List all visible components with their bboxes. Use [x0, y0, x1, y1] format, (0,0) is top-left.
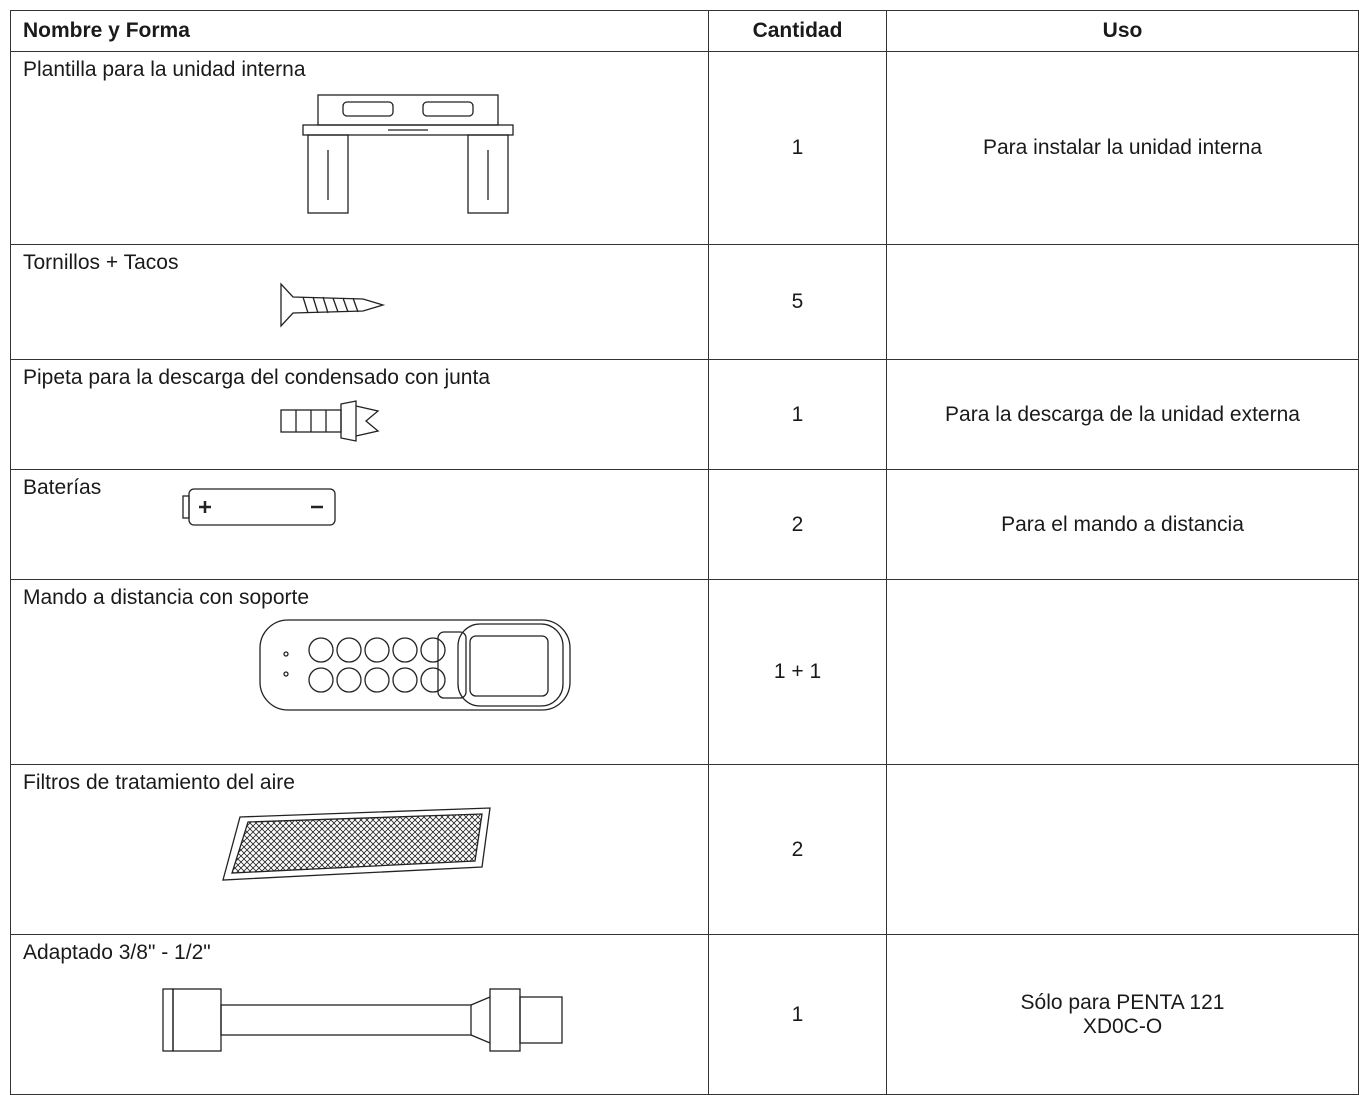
row: Mando a distancia con soporte 1 + 1	[10, 579, 1359, 765]
row: Baterías 2 Para el mando a distancia	[10, 469, 1359, 580]
use-line: Para el mando a distancia	[1001, 512, 1244, 536]
row: Pipeta para la descarga del condensado c…	[10, 359, 1359, 470]
row: Adaptado 3/8" - 1/2" 1 Sólo para PENTA 1…	[10, 934, 1359, 1095]
name-cell: Plantilla para la unidad interna	[10, 51, 709, 245]
quantity-cell: 5	[708, 244, 887, 360]
use-cell	[886, 579, 1359, 765]
name: Adaptado 3/8" - 1/2"	[23, 941, 211, 964]
name: Pipeta para la descarga del condensado c…	[23, 366, 491, 389]
header-row: Nombre y Forma Cantidad Uso	[10, 10, 1359, 52]
use-cell	[886, 244, 1359, 360]
quantity-cell: 1	[708, 359, 887, 470]
use-cell: Para la descarga de la unidad externa	[886, 359, 1359, 470]
name: Baterías	[23, 476, 102, 499]
remote-icon	[259, 619, 571, 711]
quantity-cell: 1	[708, 934, 887, 1095]
header-cell: Cantidad	[708, 10, 887, 52]
name-cell: Filtros de tratamiento del aire	[10, 764, 709, 935]
adapter-icon	[162, 988, 563, 1052]
row: Tornillos + Tacos 5	[10, 244, 1359, 360]
name: Plantilla para la unidad interna	[23, 58, 306, 81]
battery-icon	[182, 488, 336, 526]
screw-icon	[280, 282, 386, 328]
name: Filtros de tratamiento del aire	[23, 771, 295, 794]
name: Tornillos + Tacos	[23, 251, 179, 274]
filter-icon	[222, 807, 491, 881]
name-cell: Pipeta para la descarga del condensado c…	[10, 359, 709, 470]
use-line: XD0C-O	[1082, 1014, 1163, 1038]
name-cell: Tornillos + Tacos	[10, 244, 709, 360]
drain-pipe-icon	[280, 400, 380, 442]
use-cell: Sólo para PENTA 121 XD0C-O	[886, 934, 1359, 1095]
header-cell: Uso	[886, 10, 1359, 52]
row: Filtros de tratamiento del aire 2	[10, 764, 1359, 935]
name-cell: Baterías	[10, 469, 709, 580]
quantity-cell: 2	[708, 469, 887, 580]
header-cell: Nombre y Forma	[10, 10, 709, 52]
quantity-cell: 1 + 1	[708, 579, 887, 765]
use-line: Para la descarga de la unidad externa	[945, 402, 1300, 426]
quantity-cell: 1	[708, 51, 887, 245]
template-icon	[302, 94, 514, 214]
name-cell: Mando a distancia con soporte	[10, 579, 709, 765]
use-line: Para instalar la unidad interna	[982, 136, 1262, 159]
name: Mando a distancia con soporte	[23, 586, 310, 609]
use-cell: Para instalar la unidad interna	[886, 51, 1359, 245]
use-line: Sólo para PENTA 121	[1020, 990, 1225, 1014]
quantity-cell: 2	[708, 764, 887, 935]
accessories-table: Nombre y Forma Cantidad Uso Plantilla pa…	[10, 10, 1359, 1095]
use-cell: Para el mando a distancia	[886, 469, 1359, 580]
use-cell	[886, 764, 1359, 935]
row: Plantilla para la unidad interna 1 Para …	[10, 51, 1359, 245]
name-cell: Adaptado 3/8" - 1/2"	[10, 934, 709, 1095]
